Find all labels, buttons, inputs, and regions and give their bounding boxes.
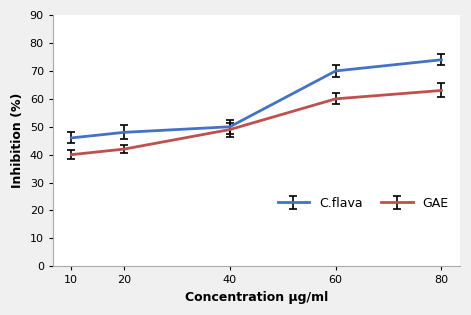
X-axis label: Concentration μg/ml: Concentration μg/ml xyxy=(185,291,328,304)
Y-axis label: Inhibition (%): Inhibition (%) xyxy=(11,93,24,188)
Legend: C.flava, GAE: C.flava, GAE xyxy=(273,192,454,215)
